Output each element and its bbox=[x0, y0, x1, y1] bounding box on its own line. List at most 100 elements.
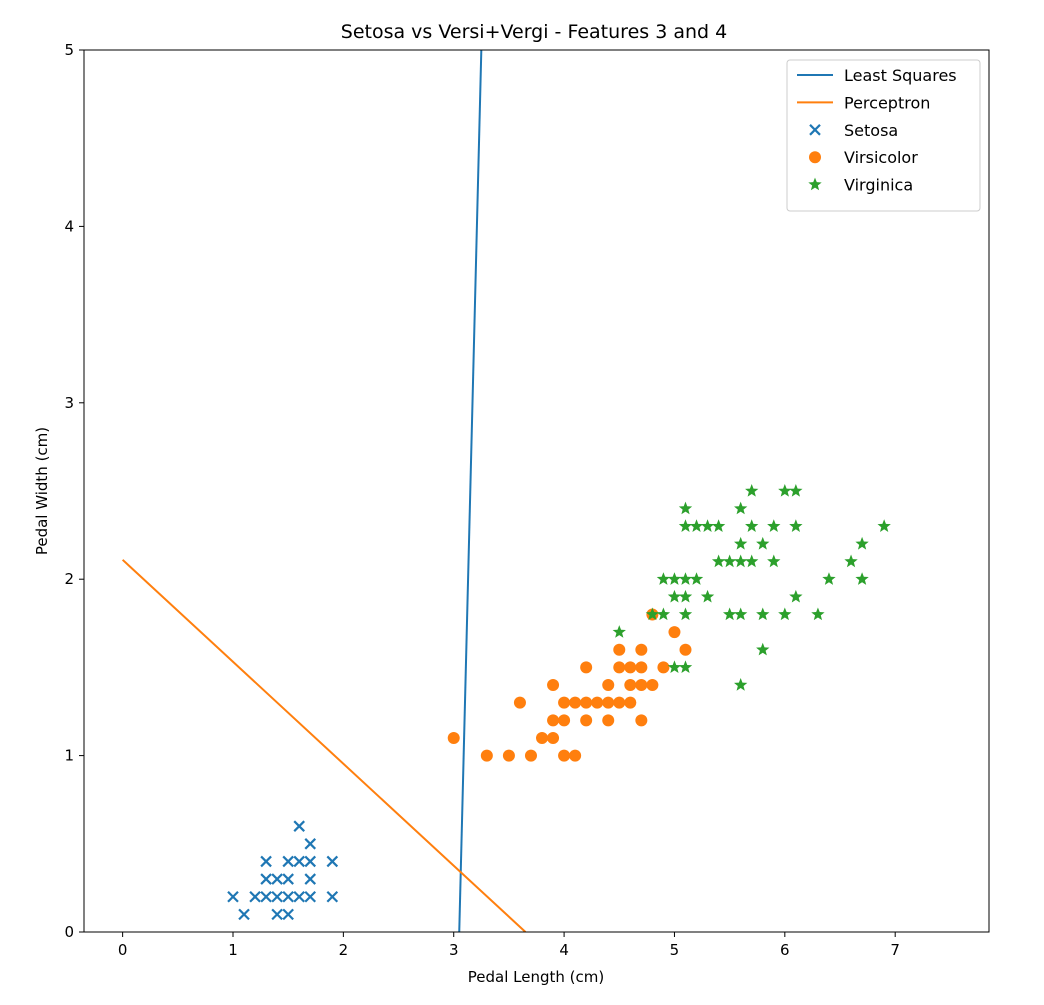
setosa-point bbox=[282, 873, 294, 885]
virginica-point bbox=[745, 554, 759, 568]
virsicolor-point bbox=[569, 749, 582, 762]
virginica-point bbox=[767, 519, 781, 532]
y-axis-label: Pedal Width (cm) bbox=[33, 427, 51, 555]
virsicolor-point bbox=[635, 661, 648, 674]
virginica-point bbox=[734, 678, 748, 691]
legend-setosa-label: Setosa bbox=[844, 121, 898, 140]
y-tick-label: 0 bbox=[64, 923, 74, 941]
virginica-point bbox=[877, 519, 891, 532]
virginica-point bbox=[667, 660, 682, 674]
x-tick-label: 0 bbox=[118, 941, 128, 959]
virginica-point bbox=[756, 536, 770, 550]
virsicolor-point bbox=[502, 749, 515, 762]
virginica-point bbox=[756, 607, 770, 621]
virginica-point bbox=[700, 519, 715, 532]
virsicolor-point bbox=[613, 696, 626, 709]
ticks-layer: 0 1 2 3 4 5 6 7 0 1 2 3 4 5 bbox=[64, 41, 900, 959]
setosa-point bbox=[326, 890, 339, 903]
setosa-point bbox=[293, 820, 305, 832]
virginica-point bbox=[789, 484, 803, 497]
virsicolor-point bbox=[624, 679, 637, 692]
virsicolor-point bbox=[580, 661, 593, 674]
virsicolor-point bbox=[580, 714, 593, 727]
virginica-point bbox=[778, 607, 792, 621]
virginica-point bbox=[689, 519, 704, 532]
virginica-point bbox=[811, 607, 825, 621]
virsicolor-point bbox=[635, 679, 648, 692]
virginica-point bbox=[745, 484, 759, 497]
setosa-point bbox=[260, 855, 272, 868]
chart-title: Setosa vs Versi+Vergi - Features 3 and 4 bbox=[341, 21, 727, 43]
x-tick-label: 5 bbox=[670, 941, 680, 959]
legend-least-squares-label: Least Squares bbox=[844, 66, 957, 85]
setosa-point bbox=[282, 908, 294, 921]
setosa-point bbox=[304, 838, 317, 850]
x-tick-label: 4 bbox=[559, 941, 569, 959]
virginica-point bbox=[678, 589, 693, 603]
setosa-point bbox=[293, 855, 305, 868]
virginica-point bbox=[711, 554, 726, 568]
virginica-point bbox=[734, 536, 748, 550]
virsicolor-point bbox=[513, 696, 526, 709]
virginica-point bbox=[678, 501, 693, 515]
virginica-point bbox=[612, 625, 626, 638]
plot-layer bbox=[121, 50, 891, 932]
setosa-point bbox=[238, 908, 250, 921]
virginica-point bbox=[656, 572, 671, 585]
virsicolor-point bbox=[657, 661, 670, 674]
virsicolor-point bbox=[613, 661, 626, 674]
setosa-point bbox=[260, 873, 272, 885]
virsicolor-point bbox=[602, 679, 615, 692]
virsicolor-point bbox=[624, 661, 637, 674]
legend-virsicolor-label: Virsicolor bbox=[844, 148, 918, 167]
virginica-point bbox=[689, 572, 704, 585]
virsicolor-point bbox=[558, 696, 571, 709]
x-tick-label: 6 bbox=[780, 941, 790, 959]
virsicolor-point bbox=[602, 714, 615, 727]
virsicolor-point bbox=[668, 626, 681, 639]
virginica-point bbox=[734, 607, 748, 621]
y-tick-label: 1 bbox=[64, 747, 74, 765]
virginica-point bbox=[645, 607, 660, 621]
virsicolor-point bbox=[635, 643, 648, 656]
legend-virsicolor-swatch bbox=[809, 151, 821, 164]
legend-setosa-swatch bbox=[809, 124, 821, 136]
x-axis-label: Pedal Length (cm) bbox=[468, 968, 604, 986]
virginica-point bbox=[789, 519, 803, 532]
virginica-point bbox=[722, 607, 737, 621]
setosa-point bbox=[271, 890, 283, 903]
virginica-point bbox=[789, 589, 803, 603]
virginica-series bbox=[612, 484, 891, 691]
virginica-point bbox=[844, 554, 858, 568]
virginica-point bbox=[778, 484, 792, 497]
setosa-point bbox=[271, 908, 283, 921]
virginica-point bbox=[667, 572, 682, 585]
virsicolor-point bbox=[447, 731, 460, 744]
virginica-point bbox=[678, 572, 693, 585]
perceptron-line bbox=[121, 559, 527, 932]
virginica-point bbox=[711, 519, 726, 532]
legend: Least Squares Perceptron Setosa Virsicolor V… bbox=[786, 59, 981, 212]
setosa-point bbox=[227, 890, 239, 903]
virginica-point bbox=[700, 589, 715, 603]
virginica-point bbox=[822, 572, 836, 585]
y-tick-label: 5 bbox=[64, 41, 74, 59]
virsicolor-point bbox=[624, 696, 637, 709]
virginica-point bbox=[656, 607, 671, 621]
virsicolor-point bbox=[580, 696, 593, 709]
y-tick-label: 2 bbox=[64, 570, 74, 588]
virsicolor-series bbox=[447, 608, 692, 762]
virsicolor-point bbox=[558, 749, 571, 762]
setosa-point bbox=[282, 890, 294, 903]
virginica-point bbox=[734, 554, 748, 568]
virginica-point bbox=[734, 501, 748, 515]
legend-box bbox=[786, 59, 981, 212]
virsicolor-point bbox=[547, 679, 560, 692]
virginica-point bbox=[722, 554, 737, 568]
virginica-point bbox=[678, 519, 693, 532]
virsicolor-point bbox=[679, 643, 692, 656]
virsicolor-point bbox=[569, 696, 582, 709]
plot-frame bbox=[83, 49, 990, 933]
x-tick-label: 2 bbox=[339, 941, 349, 959]
